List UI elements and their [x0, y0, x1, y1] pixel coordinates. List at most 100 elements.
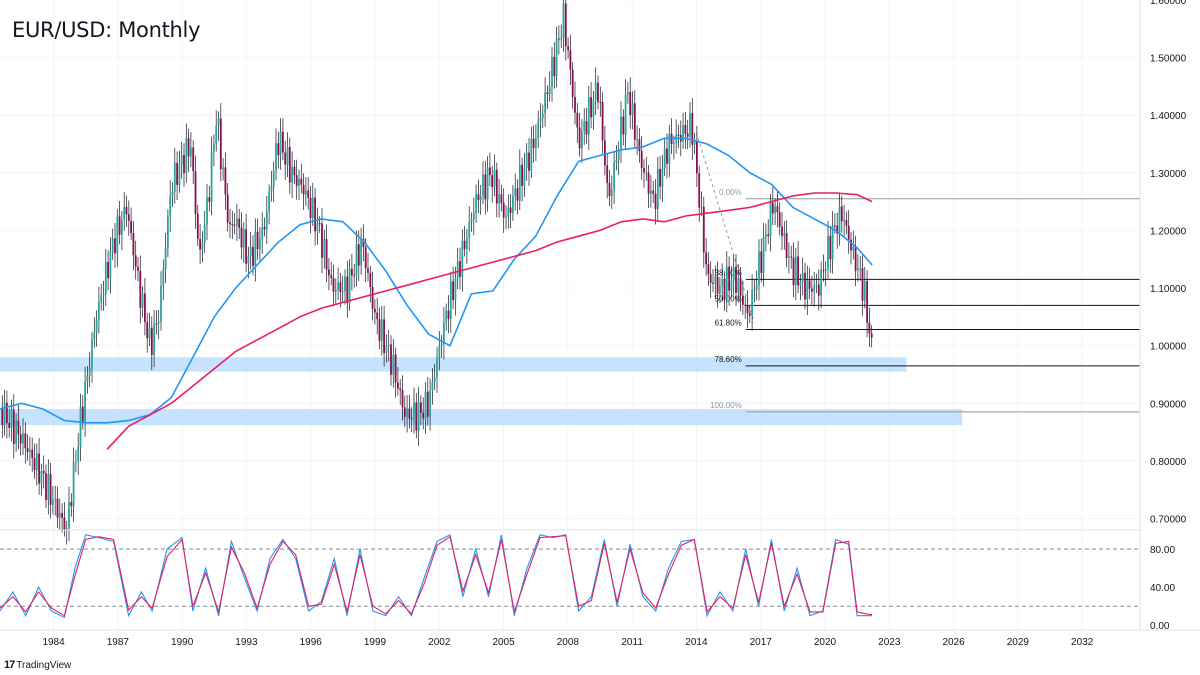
candle-up [123, 206, 126, 220]
candle-up [104, 261, 107, 295]
candle-up [249, 246, 252, 256]
candle-up [620, 116, 622, 151]
stoch-tick-label: 40.00 [1150, 583, 1175, 594]
candle-down [107, 261, 109, 279]
candle-down [723, 278, 726, 300]
candle-down [705, 252, 707, 265]
candle-down [477, 194, 480, 200]
candle-up [279, 131, 282, 156]
candle-down [698, 173, 701, 208]
fib-level-label: 78.60% [715, 355, 742, 364]
candle-up [222, 167, 224, 170]
candle-down [146, 321, 149, 339]
candle-up [587, 97, 590, 135]
candle-down [571, 69, 574, 97]
x-tick-label: 1984 [42, 637, 65, 648]
candle-down [256, 231, 259, 250]
y-tick-label: 1.20000 [1150, 226, 1187, 237]
fib-level-label: 0.00% [719, 188, 742, 197]
candle-down [629, 91, 632, 115]
candle-down [491, 175, 494, 188]
candle-up [417, 402, 420, 431]
candle-up [498, 194, 500, 204]
candle-down [397, 382, 399, 389]
candle-down [463, 240, 466, 250]
candle-up [254, 231, 257, 266]
candle-down [808, 280, 811, 289]
candle-down [776, 206, 779, 213]
x-tick-label: 1999 [364, 637, 387, 648]
candle-up [91, 339, 93, 368]
candle-up [594, 82, 597, 100]
x-tick-label: 1996 [300, 637, 323, 648]
candle-up [29, 449, 31, 452]
candle-up [548, 86, 551, 95]
candle-down [495, 169, 498, 204]
candle-up [700, 206, 703, 208]
x-tick-label: 2029 [1007, 637, 1030, 648]
candle-down [854, 245, 857, 271]
candle-down [850, 239, 852, 251]
candle-up [22, 433, 24, 444]
tradingview-brand[interactable]: 17 TradingView [4, 659, 71, 671]
candle-up [507, 207, 510, 217]
candle-down [606, 165, 609, 183]
candle-up [348, 268, 351, 304]
candle-down [199, 238, 201, 250]
candle-up [732, 267, 735, 281]
x-tick-label: 2011 [621, 637, 643, 648]
candle-down [367, 268, 369, 273]
candle-down [847, 225, 850, 240]
candle-up [661, 168, 664, 187]
candle-up [109, 251, 112, 279]
candle-up [525, 152, 528, 169]
candle-up [482, 174, 484, 197]
candle-up [180, 155, 183, 165]
candle-up [693, 141, 696, 145]
candle-down [633, 103, 636, 140]
stoch-tick-label: 80.00 [1150, 545, 1175, 556]
candle-down [70, 502, 73, 507]
candle-down [659, 169, 661, 187]
candle-up [560, 38, 563, 40]
candle-up [831, 225, 834, 260]
candle-down [861, 268, 864, 301]
candle-down [277, 143, 280, 156]
candle-up [493, 169, 496, 188]
candle-up [539, 118, 542, 122]
candle-up [385, 345, 388, 354]
candle-down [399, 388, 402, 391]
candle-up [512, 196, 514, 213]
candle-up [788, 256, 790, 258]
candle-up [173, 162, 176, 192]
candle-down [63, 517, 66, 530]
candle-down [677, 134, 680, 136]
candle-down [240, 227, 243, 248]
candle-down [652, 190, 655, 194]
candle-down [6, 402, 8, 423]
candle-down [364, 247, 367, 269]
candle-up [486, 167, 489, 200]
candle-up [380, 319, 383, 341]
brand-label: TradingView [16, 659, 72, 671]
moving-averages [0, 137, 873, 450]
candle-down [585, 121, 588, 135]
y-tick-label: 1.00000 [1150, 342, 1187, 353]
candle-down [245, 229, 247, 264]
x-tick-label: 2026 [942, 637, 965, 648]
x-tick-label: 1990 [171, 637, 194, 648]
candle-down [383, 319, 385, 354]
candle-down [130, 220, 132, 234]
candle-up [530, 138, 533, 171]
candle-down [716, 276, 719, 294]
support-zone [0, 357, 907, 372]
candle-down [797, 256, 799, 286]
candle-down [408, 408, 411, 419]
candle-down [767, 234, 770, 237]
candle-down [56, 498, 59, 518]
candle-down [328, 269, 330, 276]
candle-down [374, 308, 376, 313]
candle-down [282, 131, 284, 153]
candle-up [392, 354, 395, 375]
